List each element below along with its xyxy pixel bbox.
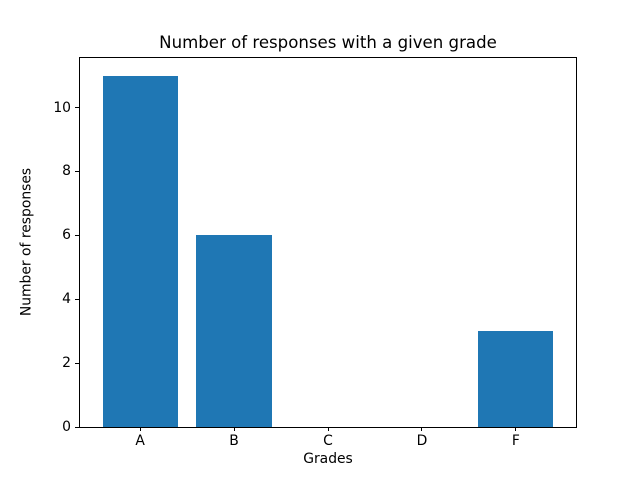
y-tick-label: 2 <box>62 355 71 372</box>
chart-title: Number of responses with a given grade <box>159 33 497 52</box>
x-tick-mark <box>515 427 517 431</box>
y-tick-label: 8 <box>62 163 71 180</box>
y-tick-mark <box>75 362 79 364</box>
x-tick-mark <box>421 427 423 431</box>
x-tick-label: B <box>229 433 239 449</box>
x-tick-label: F <box>511 433 520 449</box>
bar-F <box>478 331 554 427</box>
y-tick-label: 6 <box>62 227 71 244</box>
y-tick-label: 4 <box>62 291 71 308</box>
x-axis-label: Grades <box>303 451 353 467</box>
x-tick-label: A <box>135 433 145 449</box>
y-tick-label: 0 <box>62 419 71 435</box>
y-tick-mark <box>75 170 79 172</box>
y-tick-mark <box>75 298 79 300</box>
bar-B <box>196 235 272 427</box>
x-tick-mark <box>327 427 329 431</box>
y-tick-mark <box>75 426 79 428</box>
plot-area <box>79 57 577 428</box>
bar-A <box>102 75 178 427</box>
y-tick-mark <box>75 107 79 109</box>
x-tick-mark <box>233 427 235 431</box>
x-tick-label: D <box>416 433 428 449</box>
y-tick-label: 10 <box>53 99 71 116</box>
x-tick-label: C <box>323 433 333 449</box>
y-tick-mark <box>75 234 79 236</box>
x-tick-mark <box>139 427 141 431</box>
